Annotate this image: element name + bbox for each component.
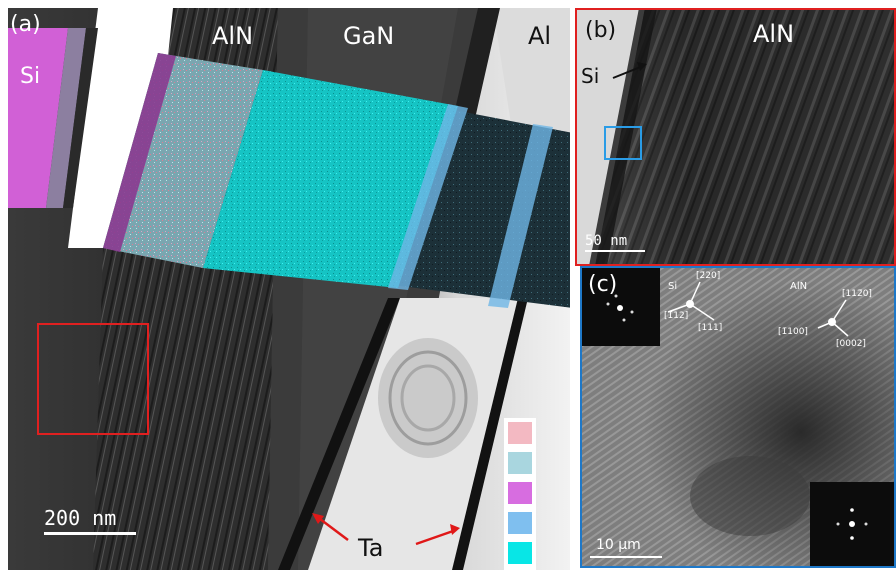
legend-swatch xyxy=(508,422,532,444)
panel-c-micrograph xyxy=(580,266,896,568)
panel-b-aln-label: AlN xyxy=(753,20,795,48)
panel-c-label: (c) xyxy=(588,272,618,297)
eds-legend xyxy=(504,418,536,570)
aln-dir-1-100: [1̄100] xyxy=(778,327,808,337)
legend-swatch xyxy=(508,542,532,564)
ta-label: Ta xyxy=(358,534,384,562)
layer-label-al: Al xyxy=(528,22,552,50)
ta-arrow-right xyxy=(415,528,457,546)
panel-b-micrograph xyxy=(575,8,896,266)
panel-a-scale-label: 200 nm xyxy=(44,506,117,530)
panel-b-scale-bar xyxy=(585,250,645,252)
layer-label-gan: GaN xyxy=(343,22,395,50)
layer-label-si: Si xyxy=(20,64,41,89)
panel-b-roi-box xyxy=(37,323,149,435)
panel-c-frame xyxy=(580,266,896,568)
ta-arrow-left xyxy=(315,515,349,541)
si-dir-220: [2̄20] xyxy=(696,271,721,281)
panel-c-roi-box xyxy=(604,126,642,160)
panel-c-scale-bar xyxy=(590,556,662,558)
legend-swatch xyxy=(508,482,532,504)
aln-dir-11-20: [112̄0] xyxy=(842,289,872,299)
panel-c: (c) Si [2̄20] [1̄12] [111] AlN [112̄0] [… xyxy=(580,266,896,568)
legend-swatch xyxy=(508,452,532,474)
panel-a-micrograph xyxy=(8,8,570,570)
panel-b-label: (b) xyxy=(585,18,617,43)
panel-c-scale-label: 10 μm xyxy=(596,537,641,553)
aln-dir-0002: [0002] xyxy=(836,339,866,349)
panel-c-si-label: Si xyxy=(668,281,678,292)
panel-c-aln-label: AlN xyxy=(790,281,808,292)
layer-label-aln: AlN xyxy=(212,22,254,50)
legend-swatch xyxy=(508,512,532,534)
panel-b-scale-label: 50 nm xyxy=(585,233,628,249)
si-dir-111: [111] xyxy=(698,323,723,333)
panel-a-scale-bar xyxy=(44,532,136,535)
panel-b-si-label: Si xyxy=(581,64,600,88)
panel-b: (b) Si AlN 50 nm xyxy=(575,8,896,266)
panel-b-frame xyxy=(575,8,896,266)
panel-a: (a) Si AlN GaN Al Ta 200 nm xyxy=(8,8,570,570)
si-dir-112: [1̄12] xyxy=(664,311,689,321)
panel-a-label: (a) xyxy=(10,12,41,37)
